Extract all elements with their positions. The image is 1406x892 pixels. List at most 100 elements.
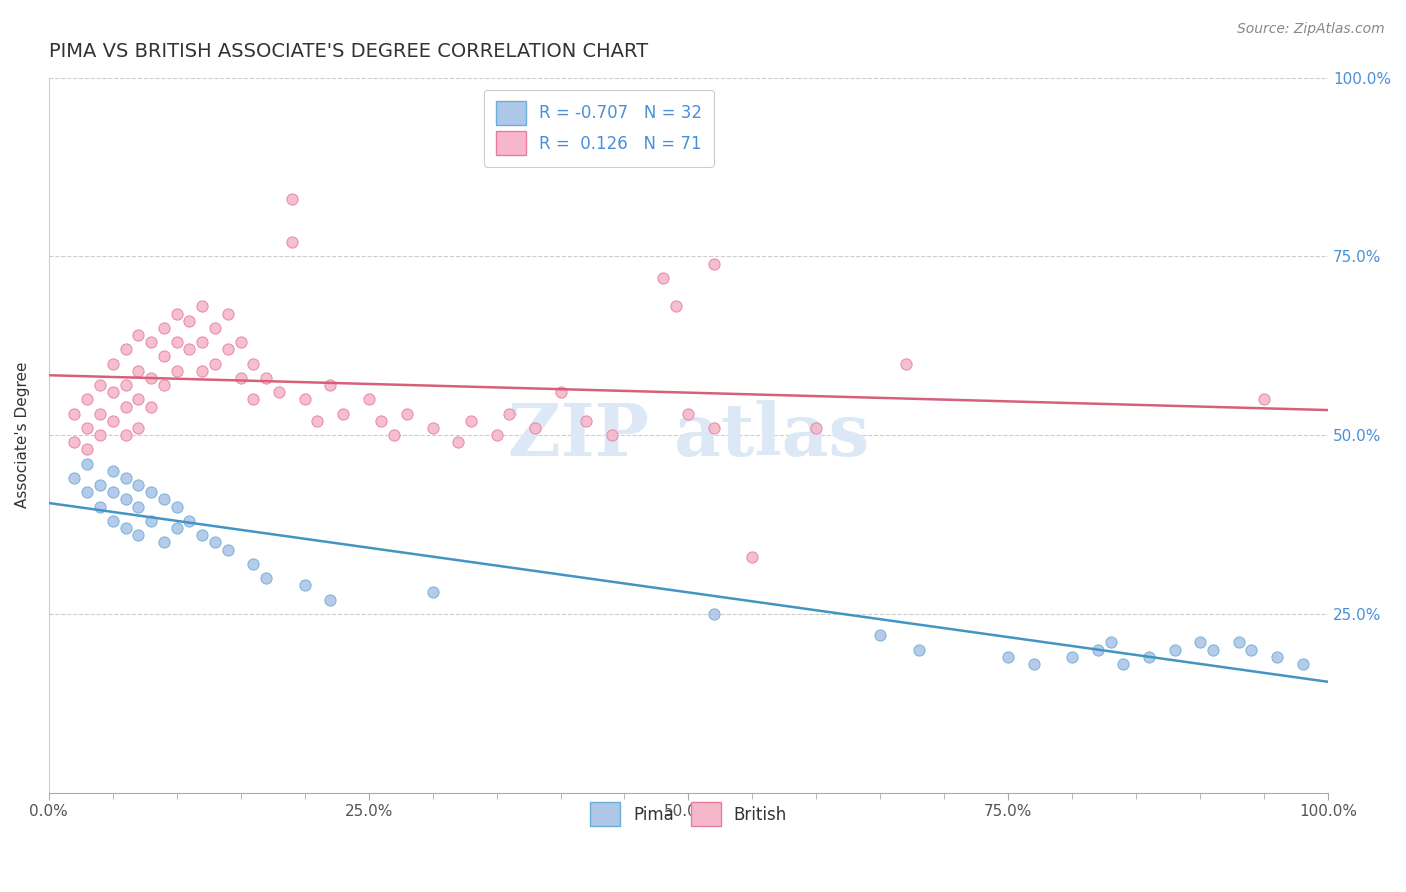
Point: [523, 421, 546, 435]
Point: [242, 357, 264, 371]
Point: [139, 335, 162, 350]
Point: [1099, 635, 1122, 649]
Point: [382, 428, 405, 442]
Point: [575, 414, 598, 428]
Point: [395, 407, 418, 421]
Point: [114, 492, 136, 507]
Point: [460, 414, 482, 428]
Point: [63, 471, 86, 485]
Point: [101, 464, 124, 478]
Point: [127, 328, 149, 343]
Point: [139, 371, 162, 385]
Point: [254, 371, 277, 385]
Text: Source: ZipAtlas.com: Source: ZipAtlas.com: [1237, 22, 1385, 37]
Point: [179, 514, 201, 528]
Point: [153, 350, 176, 364]
Point: [153, 378, 176, 392]
Point: [485, 428, 508, 442]
Point: [651, 270, 673, 285]
Point: [191, 300, 214, 314]
Point: [1291, 657, 1313, 671]
Point: [153, 321, 176, 335]
Point: [114, 471, 136, 485]
Point: [447, 435, 470, 450]
Point: [63, 435, 86, 450]
Point: [63, 407, 86, 421]
Point: [114, 378, 136, 392]
Point: [307, 414, 329, 428]
Point: [139, 400, 162, 414]
Point: [281, 235, 304, 249]
Point: [127, 500, 149, 514]
Point: [127, 392, 149, 407]
Point: [101, 514, 124, 528]
Point: [114, 343, 136, 357]
Point: [294, 392, 316, 407]
Point: [422, 585, 444, 599]
Point: [267, 385, 290, 400]
Point: [166, 364, 188, 378]
Point: [1022, 657, 1045, 671]
Point: [127, 364, 149, 378]
Point: [869, 628, 891, 642]
Point: [1112, 657, 1135, 671]
Point: [76, 442, 98, 457]
Point: [139, 485, 162, 500]
Point: [127, 478, 149, 492]
Point: [229, 335, 252, 350]
Point: [422, 421, 444, 435]
Point: [179, 314, 201, 328]
Point: [153, 492, 176, 507]
Point: [319, 592, 342, 607]
Point: [89, 478, 111, 492]
Point: [806, 421, 828, 435]
Legend: Pima, British: Pima, British: [582, 794, 796, 834]
Text: PIMA VS BRITISH ASSOCIATE'S DEGREE CORRELATION CHART: PIMA VS BRITISH ASSOCIATE'S DEGREE CORRE…: [49, 42, 648, 61]
Point: [281, 192, 304, 206]
Point: [89, 378, 111, 392]
Point: [600, 428, 623, 442]
Point: [127, 421, 149, 435]
Point: [678, 407, 700, 421]
Point: [114, 400, 136, 414]
Point: [1087, 642, 1109, 657]
Point: [703, 421, 725, 435]
Point: [114, 521, 136, 535]
Point: [76, 485, 98, 500]
Text: ZIP atlas: ZIP atlas: [508, 400, 869, 471]
Point: [370, 414, 392, 428]
Point: [907, 642, 929, 657]
Point: [254, 571, 277, 585]
Point: [101, 385, 124, 400]
Point: [1137, 649, 1160, 664]
Point: [76, 392, 98, 407]
Point: [114, 428, 136, 442]
Point: [101, 357, 124, 371]
Point: [166, 335, 188, 350]
Point: [89, 407, 111, 421]
Point: [204, 321, 226, 335]
Point: [1062, 649, 1084, 664]
Point: [703, 607, 725, 621]
Point: [703, 256, 725, 270]
Point: [665, 300, 688, 314]
Point: [166, 500, 188, 514]
Point: [319, 378, 342, 392]
Point: [1265, 649, 1288, 664]
Point: [191, 364, 214, 378]
Point: [179, 343, 201, 357]
Point: [101, 414, 124, 428]
Point: [357, 392, 380, 407]
Point: [191, 335, 214, 350]
Point: [166, 307, 188, 321]
Point: [139, 514, 162, 528]
Point: [1202, 642, 1225, 657]
Point: [127, 528, 149, 542]
Point: [1253, 392, 1275, 407]
Point: [1227, 635, 1250, 649]
Point: [1163, 642, 1185, 657]
Y-axis label: Associate's Degree: Associate's Degree: [15, 362, 30, 508]
Point: [229, 371, 252, 385]
Point: [89, 428, 111, 442]
Point: [894, 357, 917, 371]
